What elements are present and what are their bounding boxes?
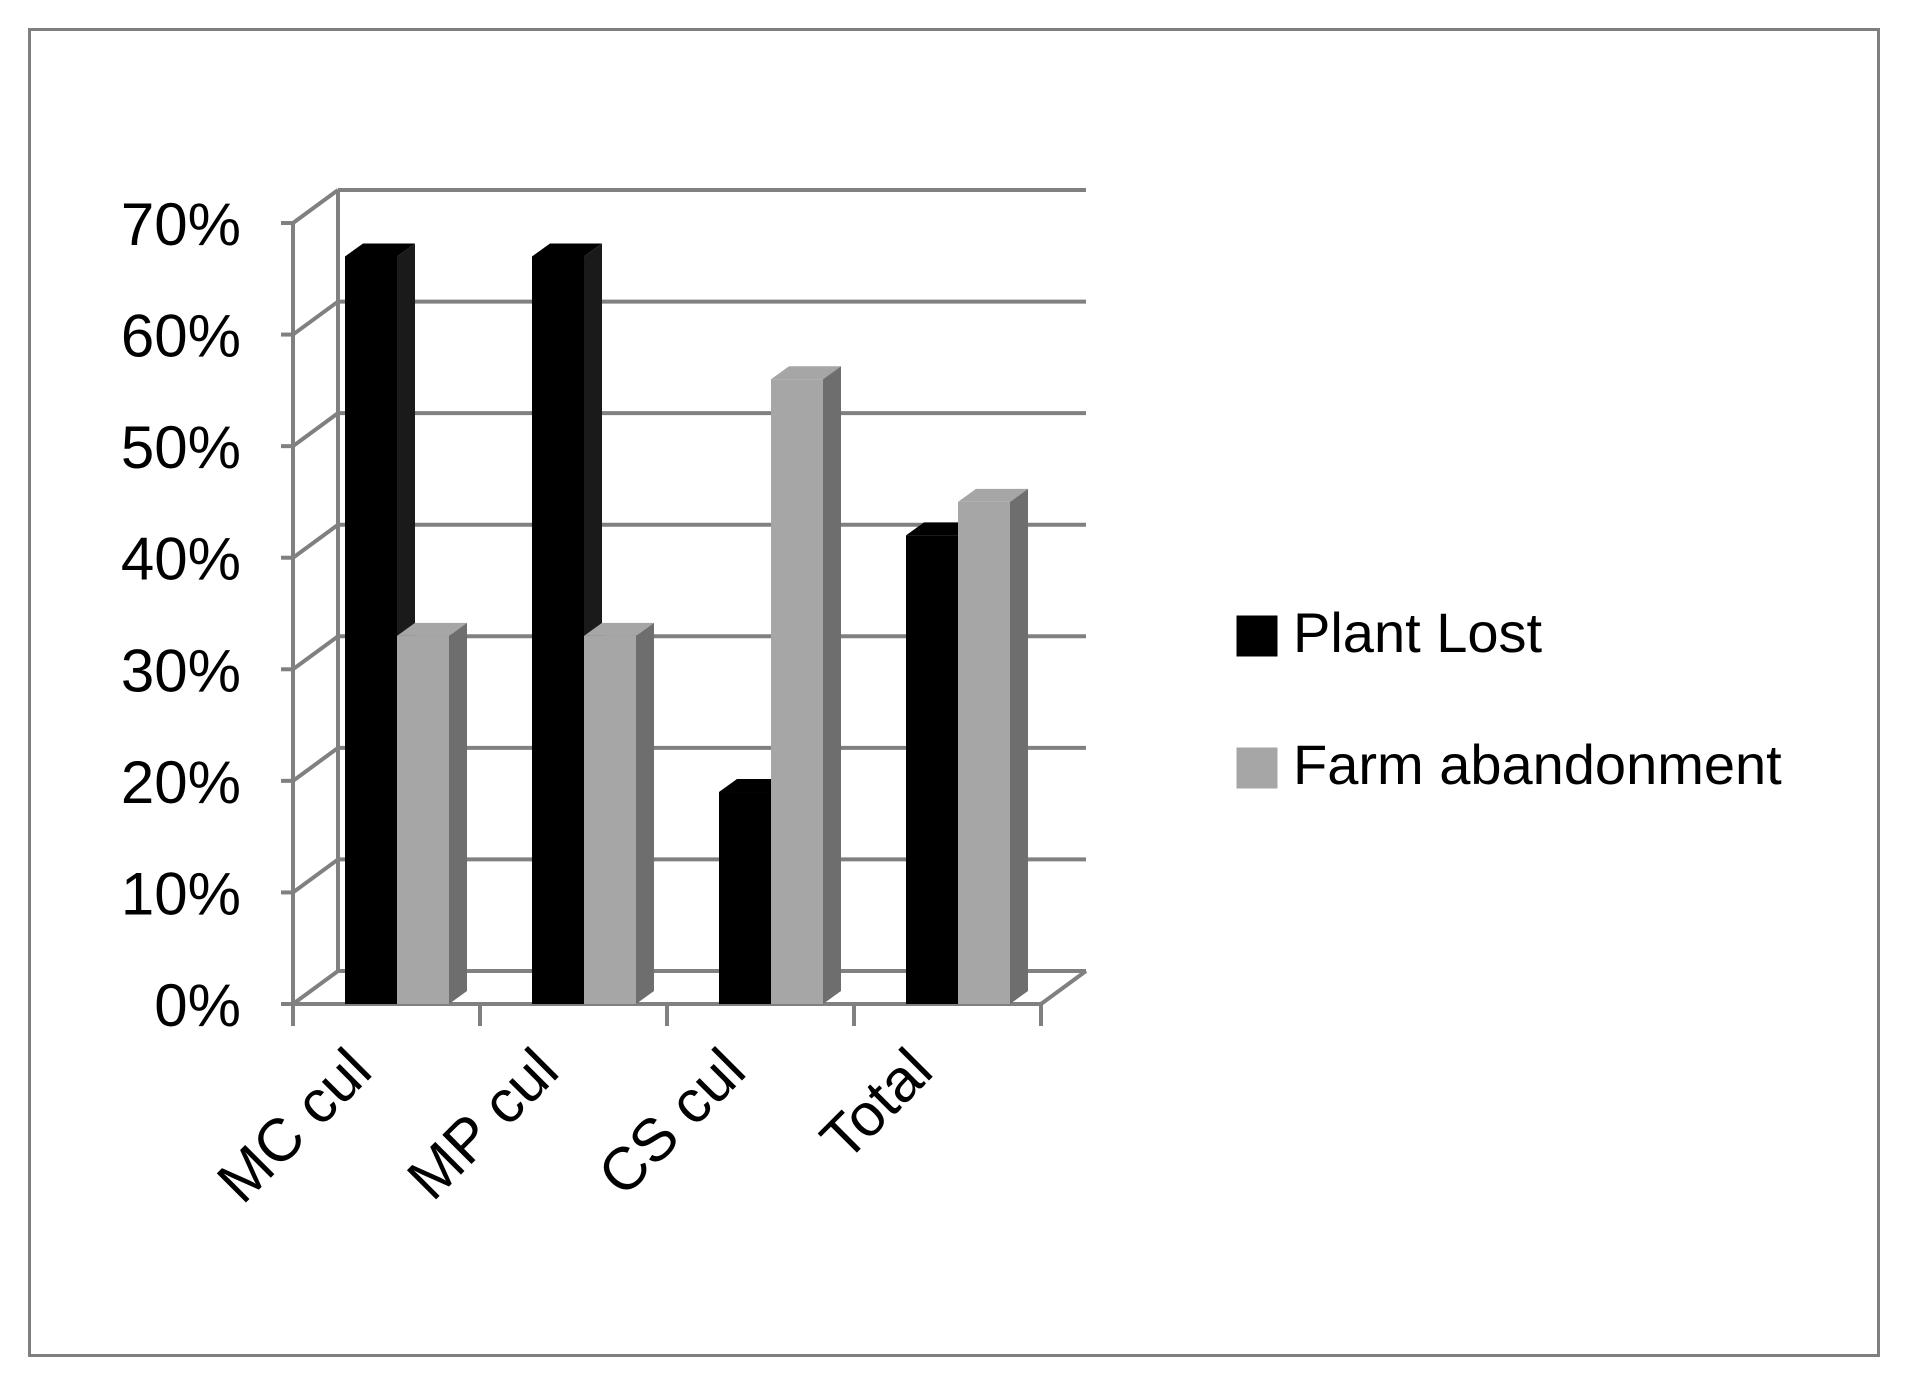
bar (397, 622, 467, 1004)
bar-chart: 0% 10% 20% 30% 40% 50% 60% 70% MC cul MP cul CS c… (121, 188, 1782, 1215)
bar-front (397, 635, 449, 1004)
bar-front (958, 501, 1010, 1004)
legend-swatch (1236, 747, 1278, 789)
gridline-side (291, 746, 340, 783)
gridline-side (291, 299, 340, 337)
bar-top (958, 488, 1028, 502)
y-tick-label: 10% (121, 860, 241, 927)
legend-swatch (1236, 615, 1278, 657)
bar-side (636, 622, 654, 1004)
chart-frame: 0% 10% 20% 30% 40% 50% 60% 70% MC cul MP cul CS c… (28, 28, 1880, 1357)
bar-front (906, 535, 958, 1004)
gridline-side (291, 969, 340, 1006)
gridline-side (291, 634, 340, 671)
gridline-side (291, 411, 340, 448)
x-tick-label: MP cul (394, 1036, 570, 1212)
y-tick-label: 0% (154, 972, 241, 1039)
gridline-side (291, 857, 340, 895)
bar-top (771, 366, 841, 380)
x-tick-label: CS cul (585, 1036, 757, 1208)
bar-front (532, 256, 584, 1004)
y-tick-labels: 0% 10% 20% 30% 40% 50% 60% 70% (121, 191, 241, 1039)
bar-top (397, 622, 467, 636)
y-tick-label: 20% (121, 749, 241, 816)
y-tick-label: 70% (121, 191, 241, 258)
bar-front (345, 256, 397, 1004)
y-tick-label: 40% (121, 526, 241, 593)
bar-front (584, 635, 636, 1004)
y-tick-label: 50% (121, 414, 241, 481)
bar-front (771, 379, 823, 1004)
legend-label: Farm abandonment (1293, 733, 1782, 796)
gridline-side (291, 523, 340, 560)
y-tick-label: 60% (121, 303, 241, 370)
legend-label: Plant Lost (1293, 601, 1542, 664)
bar (532, 243, 602, 1004)
bar (584, 622, 654, 1004)
bar-top (584, 622, 654, 636)
bar-front (719, 792, 771, 1004)
x-tick-label: MC cul (204, 1036, 383, 1215)
bar-side (823, 366, 841, 1004)
legend: Plant Lost Farm abandonment (1236, 601, 1782, 796)
y-tick-label: 30% (121, 637, 241, 704)
bar (958, 488, 1028, 1004)
bar-side (1010, 488, 1028, 1004)
bar-top (345, 243, 415, 257)
bar-side (449, 622, 467, 1004)
x-tick-label: Total (808, 1036, 945, 1173)
x-tick-labels: MC cul MP cul CS cul Total (204, 1036, 944, 1215)
bar-top (532, 243, 602, 257)
floor-right-edge (1039, 969, 1088, 1006)
gridline-side (291, 188, 340, 225)
bar (771, 366, 841, 1004)
bars (345, 243, 1028, 1004)
